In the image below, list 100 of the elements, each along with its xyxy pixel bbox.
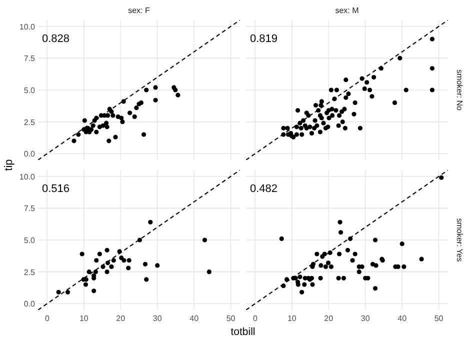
point — [92, 288, 96, 294]
point — [338, 230, 344, 235]
x-tick-label: 20 — [116, 314, 126, 323]
x-tick-label: 30 — [360, 314, 370, 323]
point — [121, 99, 126, 104]
point — [80, 252, 84, 256]
point — [90, 123, 96, 128]
point — [302, 276, 308, 280]
point — [318, 276, 323, 280]
point — [148, 220, 153, 224]
y-tick-label: 7.5 — [24, 204, 36, 214]
point — [173, 88, 178, 92]
point — [142, 262, 148, 266]
point — [402, 264, 406, 270]
point — [202, 238, 208, 242]
point — [144, 88, 149, 92]
y-tick-label: 2.5 — [24, 268, 36, 277]
point — [300, 290, 304, 294]
point — [100, 123, 106, 128]
annotation: 0.828 — [42, 33, 70, 45]
x-tick-label: 50 — [226, 314, 236, 323]
point — [76, 132, 81, 137]
point — [128, 110, 132, 116]
point — [119, 116, 124, 120]
point — [314, 252, 320, 256]
point — [111, 258, 116, 263]
point — [122, 258, 126, 263]
point — [94, 258, 99, 263]
point — [206, 270, 212, 274]
x-tick-label: 20 — [324, 314, 334, 323]
point — [110, 113, 116, 118]
y-tick-label: 10.0 — [19, 22, 36, 32]
point — [94, 130, 99, 134]
point — [144, 277, 149, 282]
point — [104, 270, 110, 274]
point — [56, 290, 61, 294]
point — [104, 248, 110, 252]
x-tick-label: 50 — [434, 314, 444, 323]
point — [374, 263, 378, 268]
point — [310, 282, 315, 287]
point — [176, 92, 180, 98]
point — [318, 263, 324, 268]
x-tick-label: 0 — [252, 314, 258, 323]
point — [153, 98, 158, 102]
point — [97, 252, 102, 256]
point — [72, 138, 76, 144]
x-tick-label: 10 — [287, 314, 297, 323]
point — [138, 100, 144, 106]
point — [341, 276, 346, 280]
point — [323, 264, 328, 270]
point — [338, 220, 342, 224]
x-tick-label: 30 — [152, 314, 162, 323]
y-tick-label: 0.0 — [24, 150, 36, 159]
point — [326, 260, 331, 266]
y-tick-label: 5.0 — [24, 86, 36, 95]
point — [104, 124, 110, 130]
point — [336, 276, 341, 280]
point — [82, 118, 87, 123]
point — [132, 114, 137, 120]
x-tick-label: 40 — [190, 314, 200, 323]
point — [126, 258, 132, 263]
y-tick-label: 5.0 — [24, 236, 36, 245]
point — [336, 252, 342, 256]
point — [279, 236, 284, 242]
point — [439, 175, 444, 180]
point — [141, 132, 146, 137]
y-tick-label: 2.5 — [24, 118, 36, 127]
y-tick-label: 0.0 — [24, 300, 36, 309]
point — [350, 258, 355, 263]
point — [345, 248, 350, 252]
point — [328, 264, 334, 270]
point — [419, 256, 424, 262]
point — [352, 252, 358, 256]
chart-title: sex: M — [335, 6, 360, 15]
point — [298, 274, 302, 280]
point — [120, 120, 125, 124]
x-axis-title: totbill — [230, 326, 256, 338]
annotation: 0.819 — [250, 33, 278, 45]
point — [106, 138, 112, 144]
point — [109, 264, 114, 270]
point — [86, 270, 92, 274]
y2-axis-title: smoker: Yes — [455, 218, 464, 262]
annotation: 0.482 — [250, 183, 278, 195]
chart-title: sex: F — [128, 6, 150, 15]
point — [302, 282, 307, 287]
point — [356, 270, 362, 274]
point — [372, 238, 378, 242]
point — [65, 290, 70, 294]
x-tick-label: 40 — [398, 314, 408, 323]
y2-axis-title: smoker: No — [455, 70, 464, 111]
x-tick-label: 0 — [44, 314, 50, 323]
annotation: 0.516 — [42, 183, 70, 195]
point — [113, 134, 118, 140]
point — [126, 266, 131, 270]
point — [372, 286, 378, 291]
y-tick-label: 10.0 — [19, 172, 36, 182]
point — [153, 85, 158, 90]
y-tick-label: 7.5 — [24, 54, 36, 64]
point — [93, 270, 98, 274]
y-axis-title: tip — [3, 159, 15, 171]
